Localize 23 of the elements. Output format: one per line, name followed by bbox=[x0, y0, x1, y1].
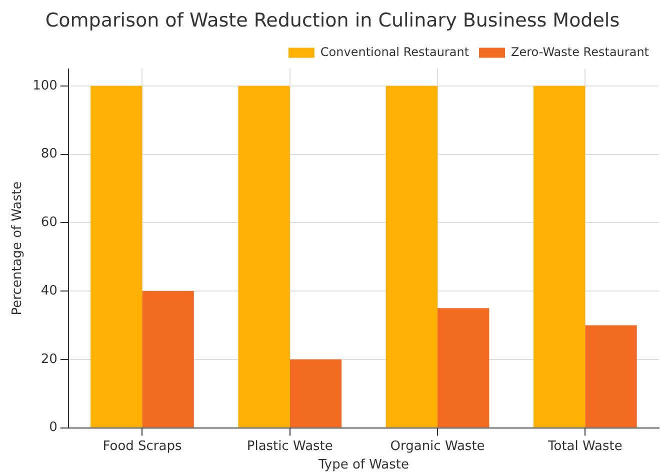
x-tick-label: Total Waste bbox=[546, 438, 622, 454]
x-axis-title: Type of Waste bbox=[317, 458, 409, 473]
bar bbox=[290, 359, 342, 428]
bar bbox=[142, 291, 194, 428]
bar bbox=[438, 308, 490, 428]
y-tick-label: 60 bbox=[40, 215, 58, 230]
chart-title: Comparison of Waste Reduction in Culinary Business Models bbox=[45, 9, 620, 32]
bar bbox=[90, 86, 142, 428]
y-tick-label: 0 bbox=[49, 420, 58, 436]
bar bbox=[585, 325, 637, 428]
x-tick-label: Food Scraps bbox=[102, 438, 182, 454]
bar bbox=[238, 86, 290, 428]
x-tick-label: Organic Waste bbox=[390, 438, 485, 454]
legend-label: Zero-Waste Restaurant bbox=[511, 44, 650, 59]
y-tick-label: 20 bbox=[40, 352, 58, 367]
y-tick-label: 80 bbox=[40, 146, 58, 162]
y-tick-label: 40 bbox=[40, 283, 58, 298]
y-tick-label: 100 bbox=[32, 78, 58, 94]
bar bbox=[534, 86, 586, 428]
x-tick-label: Plastic Waste bbox=[246, 438, 333, 454]
legend-label: Conventional Restaurant bbox=[320, 44, 470, 59]
bar bbox=[386, 86, 438, 428]
y-axis-title: Percentage of Waste bbox=[10, 181, 26, 316]
